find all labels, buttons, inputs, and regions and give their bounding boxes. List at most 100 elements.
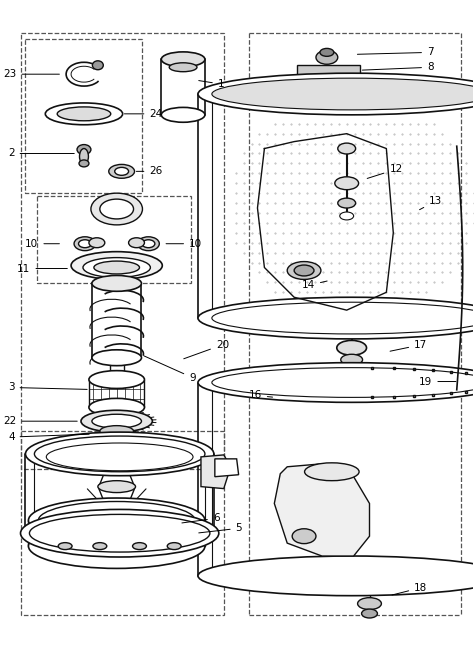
Bar	[20, 431, 224, 615]
Ellipse shape	[35, 436, 205, 472]
Text: 22: 22	[3, 416, 77, 426]
Ellipse shape	[98, 481, 136, 492]
Ellipse shape	[292, 528, 316, 543]
Polygon shape	[201, 455, 231, 489]
Bar	[20, 33, 224, 469]
Ellipse shape	[338, 198, 356, 208]
Text: 5: 5	[199, 523, 242, 533]
Ellipse shape	[92, 61, 103, 70]
Ellipse shape	[89, 371, 145, 388]
Bar	[37, 196, 191, 283]
Ellipse shape	[38, 502, 195, 539]
Text: 4: 4	[8, 432, 89, 442]
Text: 24: 24	[124, 109, 163, 119]
Ellipse shape	[100, 443, 134, 455]
Ellipse shape	[287, 262, 321, 279]
Ellipse shape	[58, 543, 72, 549]
Text: 16: 16	[248, 390, 273, 400]
Ellipse shape	[338, 143, 356, 154]
Text: 10: 10	[25, 239, 59, 249]
Text: 26: 26	[137, 166, 163, 177]
Ellipse shape	[161, 52, 205, 67]
Text: 23: 23	[3, 69, 59, 79]
Ellipse shape	[89, 238, 105, 248]
Ellipse shape	[337, 340, 366, 355]
Text: 6: 6	[182, 513, 219, 523]
Text: 8: 8	[362, 62, 434, 72]
Text: 2: 2	[8, 148, 74, 158]
Ellipse shape	[161, 107, 205, 122]
Ellipse shape	[198, 73, 474, 115]
Text: 12: 12	[367, 164, 402, 179]
Text: 19: 19	[419, 377, 456, 387]
Ellipse shape	[79, 160, 89, 167]
Ellipse shape	[100, 426, 134, 437]
Text: 10: 10	[166, 239, 202, 249]
Ellipse shape	[212, 78, 474, 110]
Ellipse shape	[294, 265, 314, 276]
Ellipse shape	[29, 515, 210, 552]
Ellipse shape	[89, 398, 145, 416]
Ellipse shape	[169, 63, 197, 72]
Ellipse shape	[212, 302, 474, 334]
Text: 3: 3	[8, 383, 87, 392]
Ellipse shape	[357, 598, 382, 610]
Ellipse shape	[57, 107, 111, 121]
Text: 17: 17	[390, 340, 428, 351]
Ellipse shape	[92, 414, 141, 428]
Ellipse shape	[167, 543, 181, 549]
Ellipse shape	[335, 177, 359, 190]
Polygon shape	[215, 459, 238, 477]
Ellipse shape	[71, 252, 162, 279]
Bar	[26, 39, 143, 193]
Ellipse shape	[109, 164, 135, 179]
Ellipse shape	[316, 50, 338, 64]
Ellipse shape	[198, 363, 474, 402]
Ellipse shape	[108, 515, 126, 523]
Polygon shape	[297, 65, 360, 77]
Ellipse shape	[343, 363, 361, 372]
Ellipse shape	[115, 167, 128, 175]
Ellipse shape	[305, 463, 359, 481]
Ellipse shape	[128, 238, 145, 248]
Ellipse shape	[81, 410, 152, 432]
Text: 11: 11	[17, 264, 67, 273]
Ellipse shape	[28, 498, 205, 543]
Ellipse shape	[100, 199, 134, 219]
Ellipse shape	[94, 261, 139, 274]
Ellipse shape	[26, 432, 214, 475]
Ellipse shape	[137, 237, 159, 250]
Ellipse shape	[105, 461, 128, 469]
Ellipse shape	[93, 543, 107, 549]
Ellipse shape	[83, 258, 150, 277]
Text: 18: 18	[392, 583, 428, 595]
Ellipse shape	[198, 556, 474, 596]
Text: 7: 7	[357, 47, 434, 58]
Ellipse shape	[74, 237, 96, 250]
Ellipse shape	[20, 509, 219, 557]
Ellipse shape	[320, 48, 334, 56]
Ellipse shape	[92, 275, 141, 291]
Ellipse shape	[133, 543, 146, 549]
Polygon shape	[274, 464, 370, 556]
Ellipse shape	[46, 443, 193, 471]
Ellipse shape	[340, 212, 354, 220]
Text: 13: 13	[419, 196, 442, 210]
Ellipse shape	[198, 298, 474, 339]
Text: 20: 20	[184, 340, 229, 359]
Ellipse shape	[46, 103, 123, 125]
Ellipse shape	[362, 609, 377, 618]
Ellipse shape	[91, 193, 143, 225]
Text: 1: 1	[199, 79, 224, 89]
Ellipse shape	[142, 240, 155, 248]
Ellipse shape	[79, 240, 91, 248]
Ellipse shape	[77, 145, 91, 154]
Ellipse shape	[28, 524, 205, 568]
Ellipse shape	[92, 350, 141, 366]
Text: 9: 9	[144, 356, 196, 383]
Ellipse shape	[341, 354, 363, 365]
Ellipse shape	[106, 504, 128, 512]
Text: 14: 14	[302, 281, 327, 290]
Ellipse shape	[80, 148, 89, 164]
Ellipse shape	[212, 368, 474, 398]
